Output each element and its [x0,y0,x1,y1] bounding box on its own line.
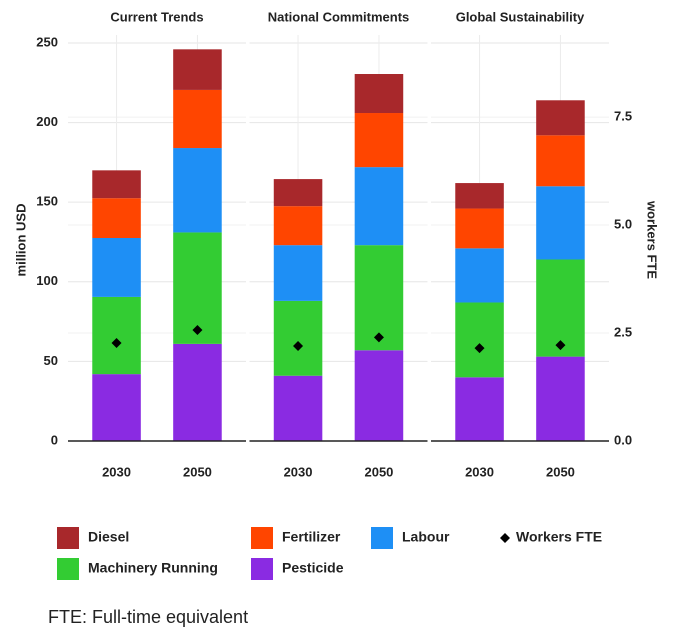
bar-segment [92,198,141,238]
legend-key [57,527,79,549]
bar-segment [273,245,323,301]
y-tick-label: 200 [36,114,58,129]
y-tick-label: 50 [44,353,58,368]
bar-segment [354,74,404,114]
bar-segment [273,206,323,246]
y2-tick-label: 7.5 [614,109,632,124]
y-tick-label: 250 [36,34,58,49]
legend-label: Pesticide [282,560,344,576]
x-tick-label: 2050 [183,464,212,479]
legend-label: Labour [402,529,450,545]
y-tick-label: 100 [36,273,58,288]
bar-segment [536,186,585,260]
legend-key [371,527,393,549]
bar-segment [354,350,404,441]
facet-title: Current Trends [110,9,203,24]
facet-title: Global Sustainability [456,9,585,24]
bar-segment [536,356,585,441]
legend-key [500,533,510,543]
bar-segment [455,248,504,303]
point [373,332,384,343]
point [474,343,485,354]
bar-segment [455,377,504,441]
legend-label: Diesel [88,529,129,545]
x-tick-label: 2050 [546,464,575,479]
bar-segment [92,170,141,199]
legend-label: Workers FTE [516,529,602,545]
bar-segment [273,375,323,441]
bar-segment [173,343,222,441]
bar-segment [536,100,585,136]
bar-segment [92,296,141,375]
bar-segment [173,89,222,149]
bar-segment [273,179,323,207]
bar-segment [354,167,404,246]
y2-axis-title: workers FTE [645,200,660,279]
caption: FTE: Full-time equivalent [48,607,248,627]
x-tick-label: 2050 [364,464,393,479]
legend-key [57,558,79,580]
y-tick-label: 0 [51,432,58,447]
bar-segment [92,238,141,297]
legend-label: Fertilizer [282,529,341,545]
bar-segment [455,208,504,249]
bar-segment [536,135,585,187]
x-tick-label: 2030 [102,464,131,479]
bar-segment [455,183,504,209]
legend-key [251,558,273,580]
x-tick-label: 2030 [284,464,313,479]
y2-tick-label: 2.5 [614,324,632,339]
point [293,340,304,351]
bar-segment [173,49,222,90]
y2-tick-label: 0.0 [614,432,632,447]
legend-label: Machinery Running [88,560,218,576]
y-axis-title: million USD [13,204,28,277]
facet-title: National Commitments [268,9,410,24]
y2-tick-label: 5.0 [614,216,632,231]
bar-segment [273,300,323,376]
legend-key [251,527,273,549]
bar-segment [92,374,141,441]
bar-segment [354,113,404,168]
point [111,337,122,348]
point [555,340,566,351]
bar-segment [455,302,504,378]
y-tick-label: 150 [36,194,58,209]
x-tick-label: 2030 [465,464,494,479]
bar-segment [173,148,222,233]
point [192,324,203,335]
